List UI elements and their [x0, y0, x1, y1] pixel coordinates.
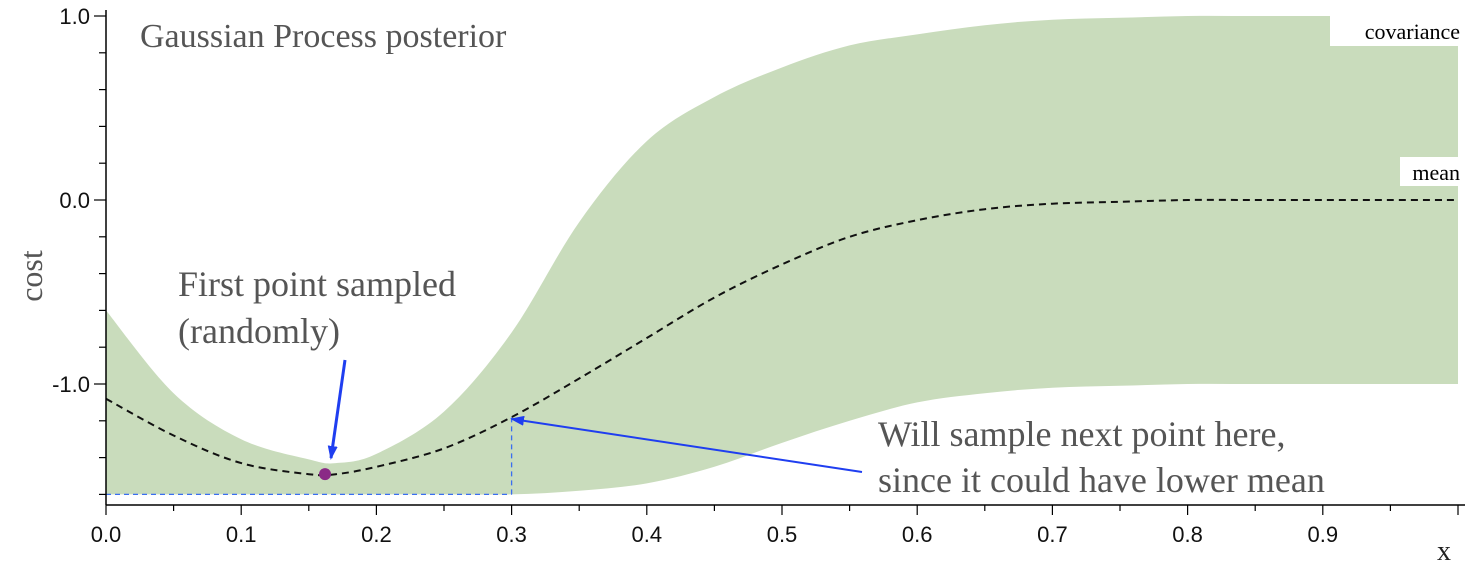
- annotation-next-point-line1: Will sample next point here,: [878, 414, 1285, 454]
- sampled-point: [319, 468, 332, 481]
- x-tick-label: 0.5: [767, 522, 798, 547]
- y-tick-label: 0.0: [59, 188, 90, 213]
- y-tick-label: -1.0: [52, 372, 90, 397]
- legend-label-covariance: covariance: [1365, 19, 1460, 44]
- annotation-first-point-line2: (randomly): [178, 311, 340, 351]
- x-axis-label: x: [1437, 536, 1451, 567]
- first-point-arrow: [327, 359, 347, 460]
- legend-label-mean: mean: [1412, 160, 1460, 185]
- x-tick-label: 0.7: [1037, 522, 1068, 547]
- x-tick-label: 0.4: [632, 522, 663, 547]
- legend-label-covariance-bg: [1330, 16, 1465, 46]
- x-tick-label: 0.3: [496, 522, 527, 547]
- x-tick-label: 0.6: [902, 522, 933, 547]
- covariance-band: [106, 15, 1458, 495]
- annotation-next-point-line2: since it could have lower mean: [878, 460, 1325, 500]
- y-tick-label: 1.0: [59, 4, 90, 29]
- annotation-first-point-line1: First point sampled: [178, 264, 456, 304]
- legend-label-mean-bg: [1400, 157, 1465, 186]
- x-tick-label: 0.8: [1172, 522, 1203, 547]
- chart-title: Gaussian Process posterior: [140, 18, 507, 55]
- x-tick-label: 0.0: [91, 522, 122, 547]
- x-tick-label: 0.1: [226, 522, 257, 547]
- x-tick-label: 0.9: [1308, 522, 1339, 547]
- y-axis-label: cost: [13, 250, 49, 302]
- x-tick-label: 0.2: [361, 522, 392, 547]
- next-point-arrow: [510, 415, 863, 473]
